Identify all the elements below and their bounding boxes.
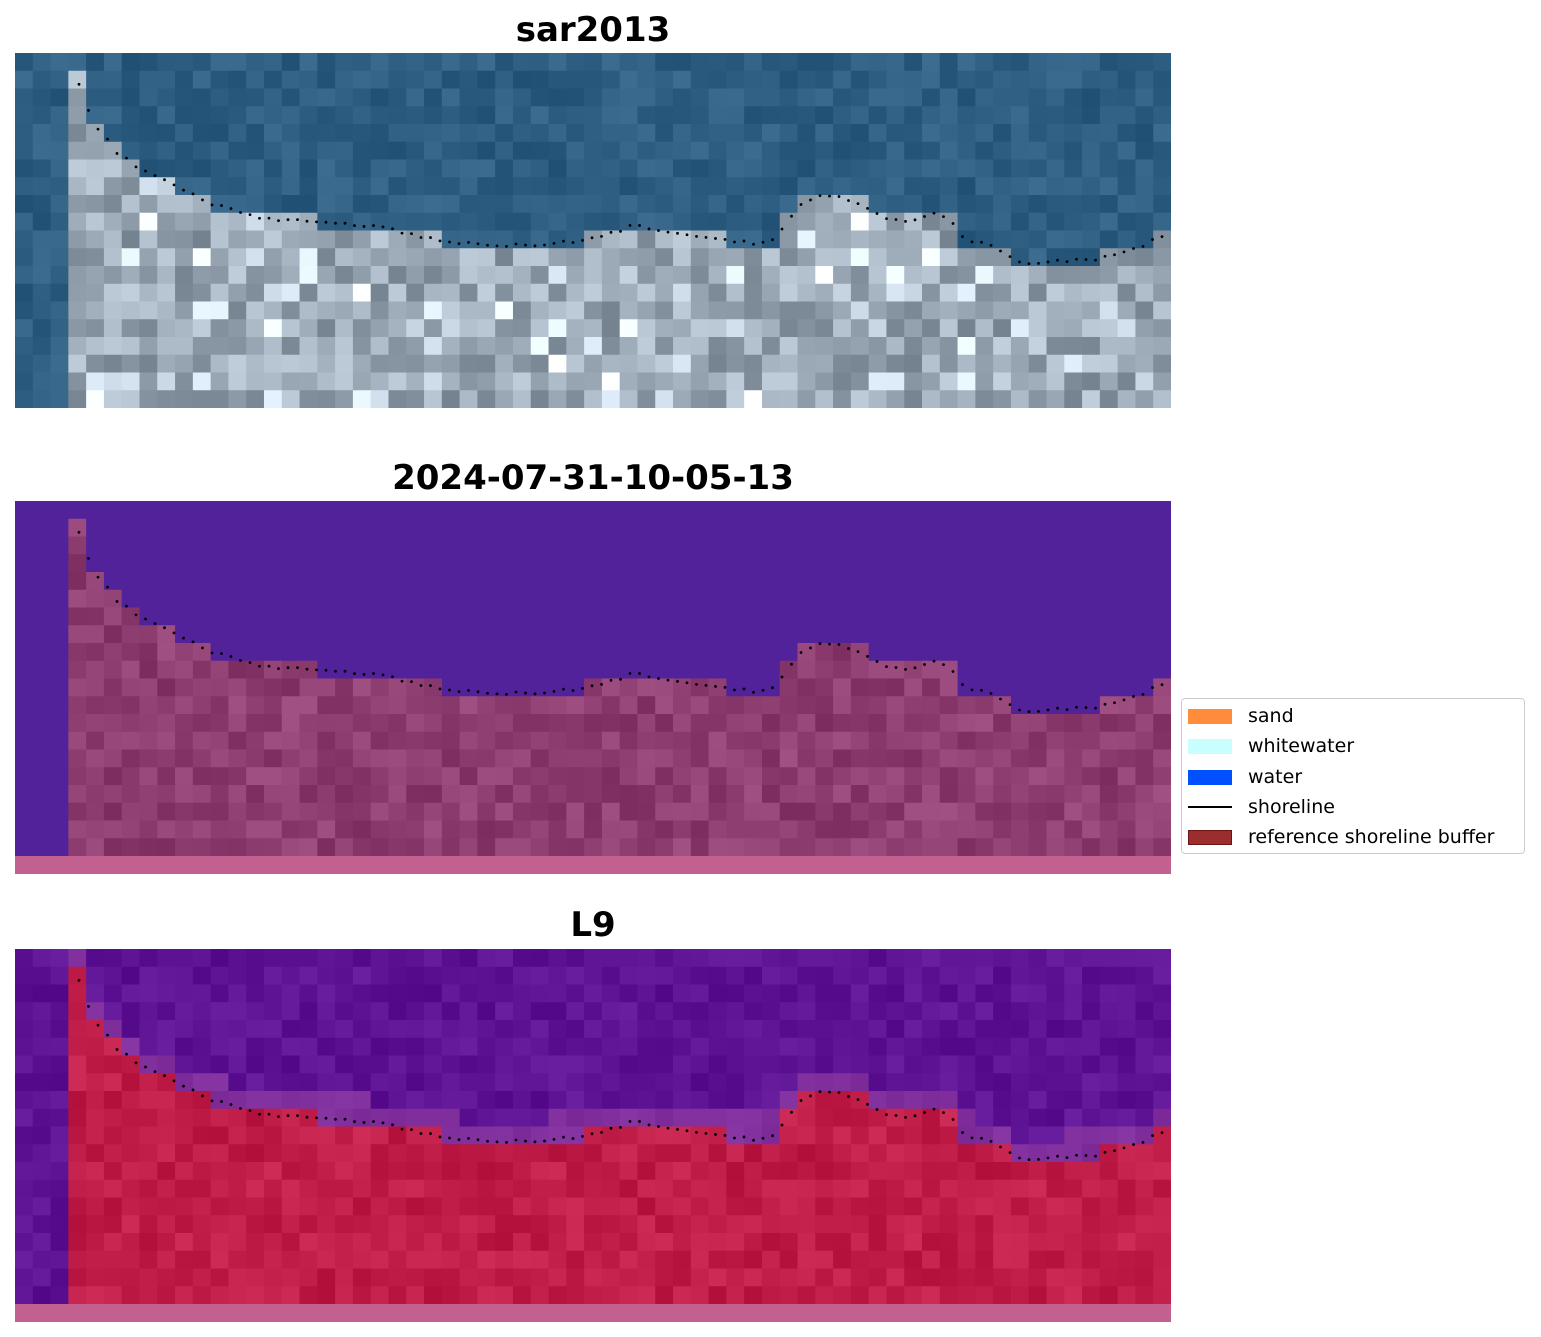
shoreline xyxy=(77,82,1164,266)
legend-swatch-whitewater xyxy=(1188,738,1232,754)
image-panel-sar xyxy=(15,53,1171,408)
legend-item-whitewater: whitewater xyxy=(1188,734,1354,758)
legend-item-sand: sand xyxy=(1188,704,1294,728)
image-panel-classified xyxy=(15,501,1171,874)
legend-line-shoreline xyxy=(1188,806,1232,808)
shoreline xyxy=(77,530,1164,714)
legend-item-water: water xyxy=(1188,765,1302,789)
legend-label-whitewater: whitewater xyxy=(1248,735,1355,757)
legend-swatch-reference-buffer xyxy=(1188,829,1232,845)
legend-label-sand: sand xyxy=(1248,705,1294,727)
pixel-grid xyxy=(15,53,1171,408)
panel-title-l9: L9 xyxy=(570,905,616,945)
legend-item-shoreline: shoreline xyxy=(1188,795,1335,819)
pixel-grid xyxy=(15,949,1171,1305)
bottom-strip xyxy=(15,1304,1171,1322)
legend-swatch-sand xyxy=(1188,708,1232,724)
classified-image xyxy=(15,501,1171,874)
shoreline xyxy=(77,978,1164,1162)
pixel-grid xyxy=(15,501,1171,857)
panel-title-sar: sar2013 xyxy=(515,10,671,50)
image-panel-l9 xyxy=(15,949,1171,1322)
bottom-strip xyxy=(15,856,1171,874)
legend-swatch-water xyxy=(1188,769,1232,785)
legend-label-reference-buffer: reference shoreline buffer xyxy=(1248,826,1495,848)
legend-label-shoreline: shoreline xyxy=(1248,796,1335,818)
l9-image xyxy=(15,949,1171,1322)
legend: sand whitewater water shoreline referenc… xyxy=(1181,698,1525,854)
panel-title-classified: 2024-07-31-10-05-13 xyxy=(392,458,794,498)
sar-image xyxy=(15,53,1171,408)
legend-label-water: water xyxy=(1248,766,1303,788)
legend-item-reference-buffer: reference shoreline buffer xyxy=(1188,825,1494,849)
